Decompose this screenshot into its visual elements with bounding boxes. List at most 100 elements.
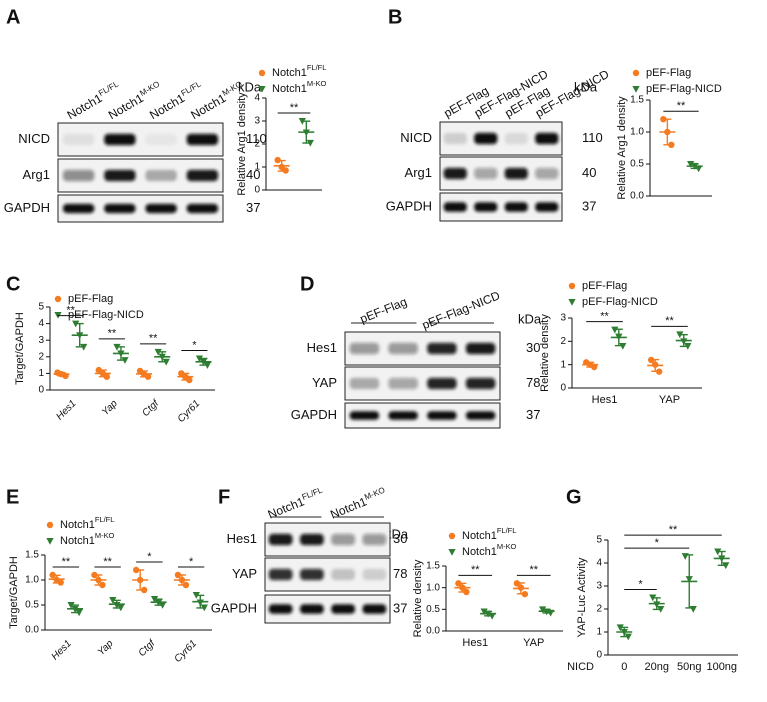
data-point bbox=[154, 599, 163, 607]
x-tick-label: Hes1 bbox=[50, 638, 74, 662]
blot-row-label: Hes1 bbox=[227, 531, 257, 546]
group-label: Notch1FL/FL bbox=[265, 485, 326, 522]
y-tick-label: 1.5 bbox=[25, 550, 39, 561]
data-point bbox=[282, 167, 289, 174]
lane-label-part: FL/FL bbox=[179, 79, 202, 98]
data-point bbox=[657, 606, 665, 613]
panel-letter: A bbox=[6, 6, 20, 28]
data-point bbox=[67, 602, 75, 609]
blot-band bbox=[145, 203, 177, 214]
blot-band bbox=[62, 203, 95, 214]
blot-band bbox=[349, 342, 380, 355]
group-label-part: FL/FL bbox=[301, 485, 325, 501]
data-point bbox=[99, 581, 106, 589]
blot-band bbox=[145, 133, 177, 146]
data-point bbox=[132, 566, 140, 574]
y-tick-label: 5 bbox=[38, 302, 44, 313]
legend-marker bbox=[568, 282, 576, 290]
y-tick-label: 1 bbox=[560, 359, 566, 370]
data-point bbox=[298, 118, 306, 125]
blot-kda: 40 bbox=[582, 165, 596, 180]
significance-label: ** bbox=[677, 100, 686, 112]
y-tick-label: 0.5 bbox=[25, 600, 39, 611]
data-point bbox=[174, 571, 182, 579]
significance-label: ** bbox=[669, 524, 678, 536]
y-tick-label: 1 bbox=[596, 627, 602, 638]
significance-label: * bbox=[192, 339, 197, 351]
panel-letter: B bbox=[388, 6, 402, 28]
blot-band bbox=[465, 342, 496, 355]
significance-label: ** bbox=[471, 564, 480, 576]
data-point bbox=[162, 358, 170, 366]
x-tick-label: Cyr61 bbox=[172, 638, 199, 665]
legend-label: pEF-Flag-NICD bbox=[68, 309, 144, 321]
legend-label-part: Notch1 bbox=[60, 535, 95, 547]
blot-kda: 30 bbox=[526, 340, 540, 355]
data-point bbox=[199, 358, 208, 366]
blot-band bbox=[331, 604, 355, 614]
y-tick-label: 1.5 bbox=[630, 95, 644, 106]
data-point bbox=[71, 606, 79, 613]
group-label-part: Notch1 bbox=[266, 494, 307, 521]
significance-label: ** bbox=[103, 556, 112, 568]
kda-unit: kDa bbox=[574, 79, 598, 94]
data-point bbox=[62, 372, 69, 380]
data-point bbox=[80, 343, 88, 351]
data-point bbox=[196, 599, 204, 607]
blot-row-label: Arg1 bbox=[405, 165, 432, 180]
x-tick-label: Hes1 bbox=[54, 398, 78, 422]
blot-band bbox=[104, 133, 136, 146]
kda-unit: kDa bbox=[518, 311, 542, 326]
y-tick-label: 2 bbox=[38, 351, 44, 362]
group-label-part: M-KO bbox=[363, 485, 386, 501]
blot-row-label: Hes1 bbox=[307, 340, 337, 355]
x-tick-label: Ctgf bbox=[137, 637, 159, 659]
data-point bbox=[140, 586, 148, 594]
y-tick-label: 1.0 bbox=[25, 575, 39, 586]
x-tick-label: Yap bbox=[100, 398, 120, 418]
data-point bbox=[664, 128, 671, 136]
significance-label: ** bbox=[290, 102, 299, 114]
data-point bbox=[591, 363, 598, 371]
blot-kda: 37 bbox=[582, 198, 596, 213]
y-tick-label: 2 bbox=[254, 139, 260, 150]
kda-unit: kDa bbox=[238, 79, 262, 94]
data-point bbox=[459, 584, 466, 591]
legend-marker bbox=[258, 69, 266, 77]
blot-row-label: GAPDH bbox=[4, 200, 50, 215]
significance-label: ** bbox=[665, 315, 674, 327]
blot-band bbox=[443, 132, 467, 145]
data-point bbox=[109, 597, 117, 604]
x-tick-label: Hes1 bbox=[462, 637, 488, 649]
legend-label-part: Notch1 bbox=[272, 67, 307, 79]
blot-row-label: GAPDH bbox=[211, 600, 257, 615]
significance-label: ** bbox=[66, 305, 75, 317]
x-tick-label: Hes1 bbox=[592, 394, 618, 406]
y-tick-label: 1.5 bbox=[426, 561, 440, 572]
blot-band bbox=[62, 133, 95, 146]
y-axis-label: Relative Arg1 density bbox=[236, 92, 248, 196]
y-axis-label: Target/GAPDH bbox=[14, 312, 26, 385]
blot-band bbox=[268, 604, 293, 614]
legend-label: Notch1M-KO bbox=[272, 79, 327, 94]
data-point bbox=[455, 580, 462, 587]
data-point bbox=[76, 332, 84, 340]
lane-label-part: FL/FL bbox=[97, 79, 120, 98]
y-axis-label: Relative density bbox=[412, 559, 424, 637]
legend-label-part: M-KO bbox=[307, 79, 327, 88]
panel-letter: D bbox=[300, 273, 314, 295]
blot-band bbox=[62, 169, 95, 182]
data-point bbox=[687, 161, 695, 168]
group-label-part: Notch1 bbox=[328, 494, 369, 521]
blot-band bbox=[474, 202, 498, 212]
y-tick-label: 0.5 bbox=[426, 604, 440, 615]
blot-band bbox=[465, 411, 496, 420]
blot-band bbox=[186, 169, 219, 182]
data-point bbox=[75, 609, 83, 617]
legend-label: pEF-Flag-NICD bbox=[646, 83, 722, 95]
legend-marker bbox=[46, 521, 54, 529]
blot-row-label: YAP bbox=[312, 375, 337, 390]
y-tick-label: 0 bbox=[254, 185, 260, 196]
data-point bbox=[689, 606, 697, 613]
